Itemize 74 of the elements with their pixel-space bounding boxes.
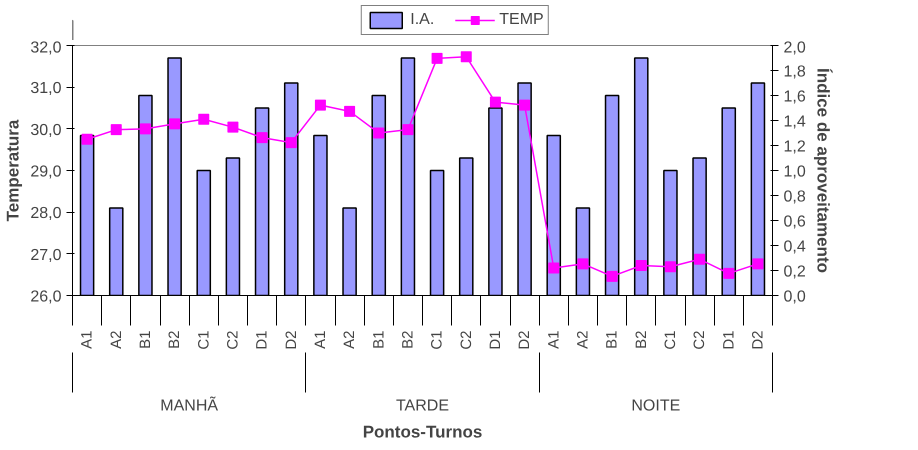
x-tick-label: D2 xyxy=(749,330,766,350)
point xyxy=(577,258,588,270)
text: TARDE xyxy=(396,398,450,414)
y-axis-title: Temperatura xyxy=(3,119,22,222)
y-tick-label: 29,0 xyxy=(30,164,62,180)
point xyxy=(606,270,618,282)
x-tick-label: C2 xyxy=(458,330,475,350)
point xyxy=(664,261,676,272)
x-tick-label: C1 xyxy=(428,330,446,350)
x-tick-label: D2 xyxy=(282,330,300,350)
point xyxy=(752,258,764,270)
point xyxy=(286,137,297,148)
legend-label: I.A. xyxy=(410,11,434,29)
x-tick-label: B2 xyxy=(399,330,416,349)
point xyxy=(402,124,414,136)
x-tick-label: A1 xyxy=(312,330,329,349)
y-tick-label: 27,0 xyxy=(30,246,62,264)
text: MANHÃ xyxy=(160,396,218,414)
point xyxy=(344,106,356,117)
point xyxy=(373,128,384,138)
y2-tick-label: 0,0 xyxy=(784,288,806,306)
point xyxy=(460,51,472,62)
x-tick-label: A2 xyxy=(108,330,125,349)
x-tick-label: D1 xyxy=(254,330,271,350)
point xyxy=(227,122,238,133)
point xyxy=(198,114,210,125)
x-axis-title: Pontos-Turnos xyxy=(362,422,482,442)
point xyxy=(169,118,180,130)
x-tick-label: C1 xyxy=(195,330,212,350)
y2-tick-label: 0,8 xyxy=(784,188,806,206)
y-tick-label: 28,0 xyxy=(30,205,62,222)
point xyxy=(519,100,530,111)
y-tick-label: 32,0 xyxy=(30,40,62,56)
point xyxy=(256,132,268,144)
x-tick-label: B1 xyxy=(604,330,621,349)
point xyxy=(723,268,734,279)
y2-tick-label: 0,2 xyxy=(784,264,806,280)
y2-tick-label: 0,6 xyxy=(784,214,806,230)
y2-tick-label: 1,2 xyxy=(784,138,806,156)
x-tick-label: D2 xyxy=(516,330,534,350)
y2-axis-title: Índice de aproveitamento xyxy=(814,68,834,273)
legend-label: TEMP xyxy=(499,11,544,29)
y-tick-label: 30,0 xyxy=(30,122,62,139)
x-tick-label: B1 xyxy=(136,330,154,349)
y2-tick-label: 2,0 xyxy=(784,40,806,56)
y2-tick-label: 1,0 xyxy=(784,164,806,180)
point xyxy=(140,123,151,134)
point xyxy=(490,96,501,108)
x-tick-label: C2 xyxy=(224,330,242,350)
point xyxy=(636,260,647,271)
point xyxy=(548,262,560,274)
y-tick-label: 31,0 xyxy=(30,80,62,98)
x-tick-label: D1 xyxy=(486,330,504,350)
y2-tick-label: 1,4 xyxy=(784,114,806,130)
point xyxy=(694,254,706,265)
point xyxy=(314,100,326,111)
text: NOITE xyxy=(631,398,680,414)
x-tick-label: C2 xyxy=(691,330,708,350)
point xyxy=(432,52,443,64)
y2-tick-label: 1,8 xyxy=(784,64,806,80)
x-tick-label: B2 xyxy=(632,330,650,349)
x-tick-label: A1 xyxy=(78,330,96,349)
x-tick-label: C1 xyxy=(662,330,679,350)
x-tick-label: B2 xyxy=(166,330,184,349)
y2-tick-label: 0,4 xyxy=(784,238,806,256)
y-tick-label: 26,0 xyxy=(30,288,62,306)
y2-tick-label: 1,6 xyxy=(784,88,806,106)
point xyxy=(110,124,122,136)
x-tick-label: A1 xyxy=(545,330,562,349)
x-tick-label: B1 xyxy=(370,330,388,349)
point xyxy=(82,134,93,145)
x-tick-label: A2 xyxy=(574,330,592,349)
x-tick-label: A2 xyxy=(341,330,358,349)
x-tick-label: D1 xyxy=(720,330,738,350)
